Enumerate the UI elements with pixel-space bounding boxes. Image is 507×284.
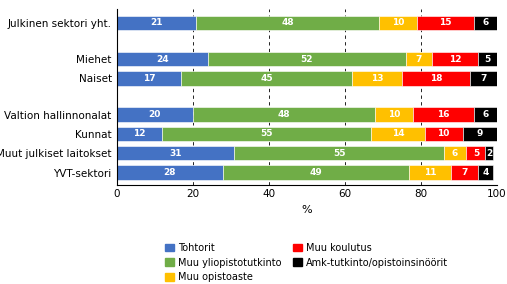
Text: 7: 7 bbox=[416, 55, 422, 64]
Bar bbox=[474, 16, 497, 30]
Legend: Tohtorit, Muu yliopistotutkinto, Muu opistoaste, Muu koulutus, Amk-tutkinto/opis: Tohtorit, Muu yliopistotutkinto, Muu opi… bbox=[162, 239, 452, 284]
Text: 5: 5 bbox=[484, 55, 490, 64]
Text: 7: 7 bbox=[480, 74, 487, 83]
Text: 24: 24 bbox=[156, 55, 168, 64]
Bar bbox=[117, 146, 234, 160]
Bar bbox=[417, 16, 474, 30]
Bar bbox=[117, 127, 162, 141]
Text: 6: 6 bbox=[482, 110, 489, 119]
Bar bbox=[193, 107, 375, 122]
Bar bbox=[410, 165, 451, 180]
X-axis label: %: % bbox=[302, 205, 312, 215]
Bar bbox=[466, 146, 486, 160]
Text: 12: 12 bbox=[449, 55, 461, 64]
Bar bbox=[470, 71, 497, 86]
Text: 6: 6 bbox=[482, 18, 489, 28]
Bar bbox=[425, 127, 463, 141]
Bar bbox=[402, 71, 470, 86]
Text: 11: 11 bbox=[424, 168, 437, 177]
Bar bbox=[117, 165, 223, 180]
Bar bbox=[413, 107, 474, 122]
Text: 55: 55 bbox=[261, 130, 273, 138]
Text: 10: 10 bbox=[388, 110, 401, 119]
Bar bbox=[117, 107, 193, 122]
Text: 21: 21 bbox=[150, 18, 163, 28]
Text: 9: 9 bbox=[477, 130, 483, 138]
Bar bbox=[117, 16, 197, 30]
Bar bbox=[451, 165, 478, 180]
Text: 28: 28 bbox=[164, 168, 176, 177]
Text: 13: 13 bbox=[371, 74, 383, 83]
Bar bbox=[478, 165, 493, 180]
Bar bbox=[478, 52, 497, 66]
Bar bbox=[208, 52, 406, 66]
Text: 16: 16 bbox=[438, 110, 450, 119]
Bar bbox=[474, 107, 497, 122]
Bar bbox=[379, 16, 417, 30]
Bar bbox=[234, 146, 444, 160]
Text: 10: 10 bbox=[438, 130, 450, 138]
Bar bbox=[182, 71, 352, 86]
Text: 6: 6 bbox=[452, 149, 458, 158]
Text: 48: 48 bbox=[278, 110, 290, 119]
Text: 17: 17 bbox=[142, 74, 155, 83]
Bar bbox=[463, 127, 497, 141]
Bar bbox=[406, 52, 432, 66]
Bar bbox=[352, 71, 402, 86]
Bar bbox=[432, 52, 478, 66]
Bar bbox=[223, 165, 410, 180]
Bar bbox=[444, 146, 466, 160]
Bar bbox=[375, 107, 413, 122]
Text: 4: 4 bbox=[482, 168, 489, 177]
Text: 31: 31 bbox=[169, 149, 182, 158]
Bar bbox=[486, 146, 493, 160]
Text: 45: 45 bbox=[261, 74, 273, 83]
Bar bbox=[162, 127, 372, 141]
Text: 18: 18 bbox=[430, 74, 442, 83]
Text: 14: 14 bbox=[392, 130, 404, 138]
Bar bbox=[117, 52, 208, 66]
Text: 7: 7 bbox=[461, 168, 468, 177]
Bar bbox=[371, 127, 425, 141]
Text: 2: 2 bbox=[486, 149, 492, 158]
Text: 10: 10 bbox=[392, 18, 404, 28]
Text: 20: 20 bbox=[149, 110, 161, 119]
Text: 5: 5 bbox=[473, 149, 479, 158]
Text: 12: 12 bbox=[133, 130, 146, 138]
Text: 52: 52 bbox=[301, 55, 313, 64]
Text: 49: 49 bbox=[310, 168, 322, 177]
Text: 48: 48 bbox=[281, 18, 294, 28]
Bar bbox=[117, 71, 182, 86]
Bar bbox=[197, 16, 379, 30]
Text: 15: 15 bbox=[439, 18, 452, 28]
Text: 55: 55 bbox=[333, 149, 345, 158]
